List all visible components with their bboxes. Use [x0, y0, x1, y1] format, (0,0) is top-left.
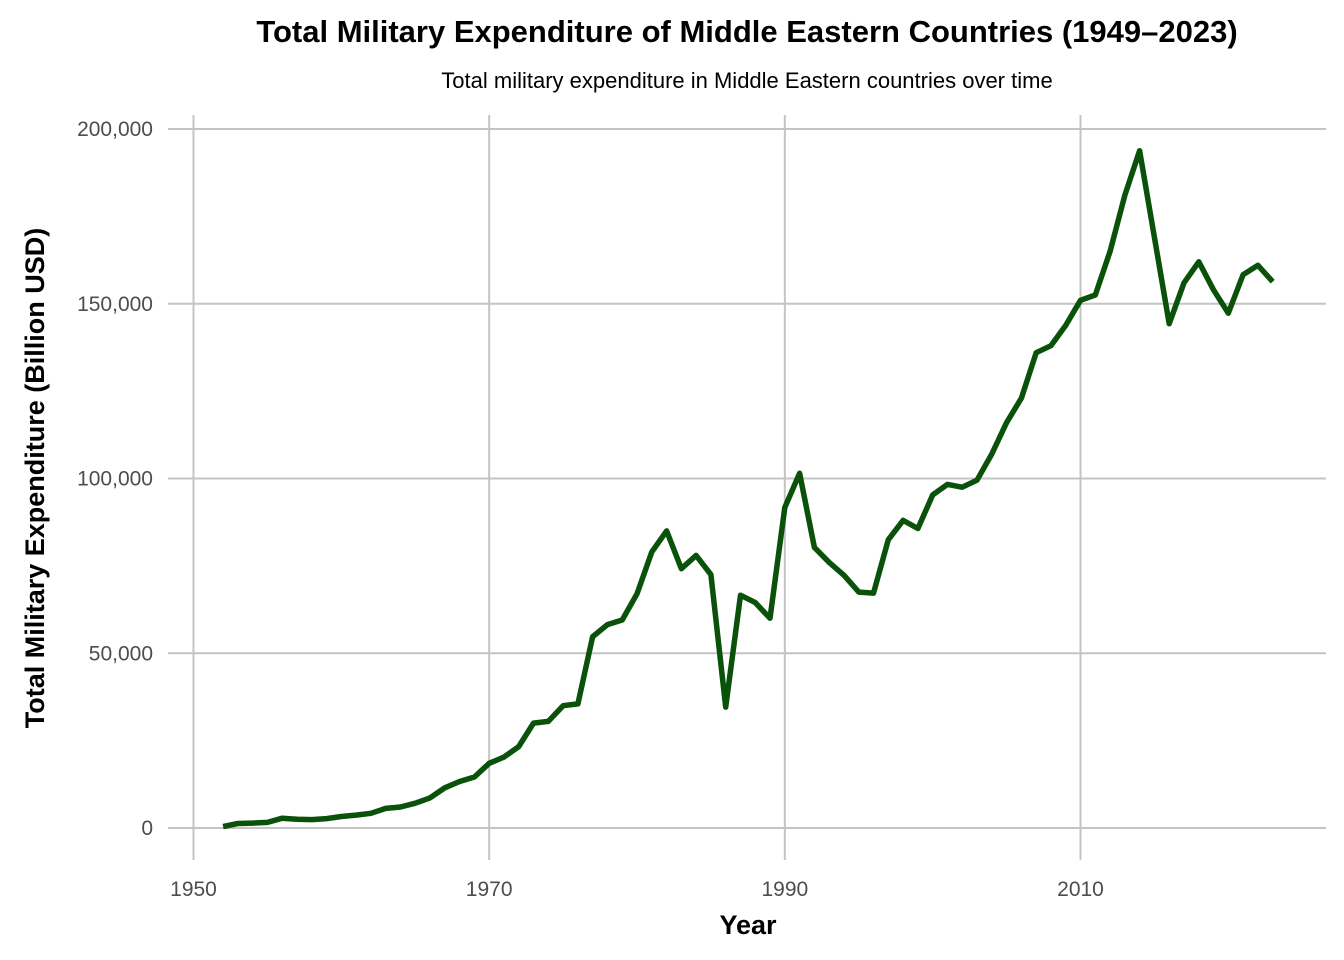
x-tick-label: 1970: [466, 878, 513, 901]
y-axis-title: Total Military Expenditure (Billion USD): [20, 228, 50, 729]
expenditure-line: [222, 147, 1275, 830]
y-tick-label: 50,000: [89, 642, 153, 665]
y-tick-label: 150,000: [77, 293, 153, 316]
y-tick-label: 0: [141, 817, 153, 840]
x-axis-title: Year: [719, 910, 777, 940]
tick-labels: 0 50,000 100,000 150,000 200,000 1950 1970 1990…: [77, 118, 1104, 901]
y-tick-label: 200,000: [77, 118, 153, 141]
chart-subtitle: Total military expenditure in Middle Eas…: [441, 68, 1053, 93]
x-tick-label: 1990: [761, 878, 808, 901]
y-tick-label: 100,000: [77, 468, 153, 491]
series-layer: [222, 147, 1275, 830]
x-tick-label: 1950: [170, 878, 217, 901]
grid-lines: [168, 115, 1326, 860]
chart-title: Total Military Expenditure of Middle Eas…: [256, 14, 1238, 49]
x-tick-label: 2010: [1057, 878, 1104, 901]
